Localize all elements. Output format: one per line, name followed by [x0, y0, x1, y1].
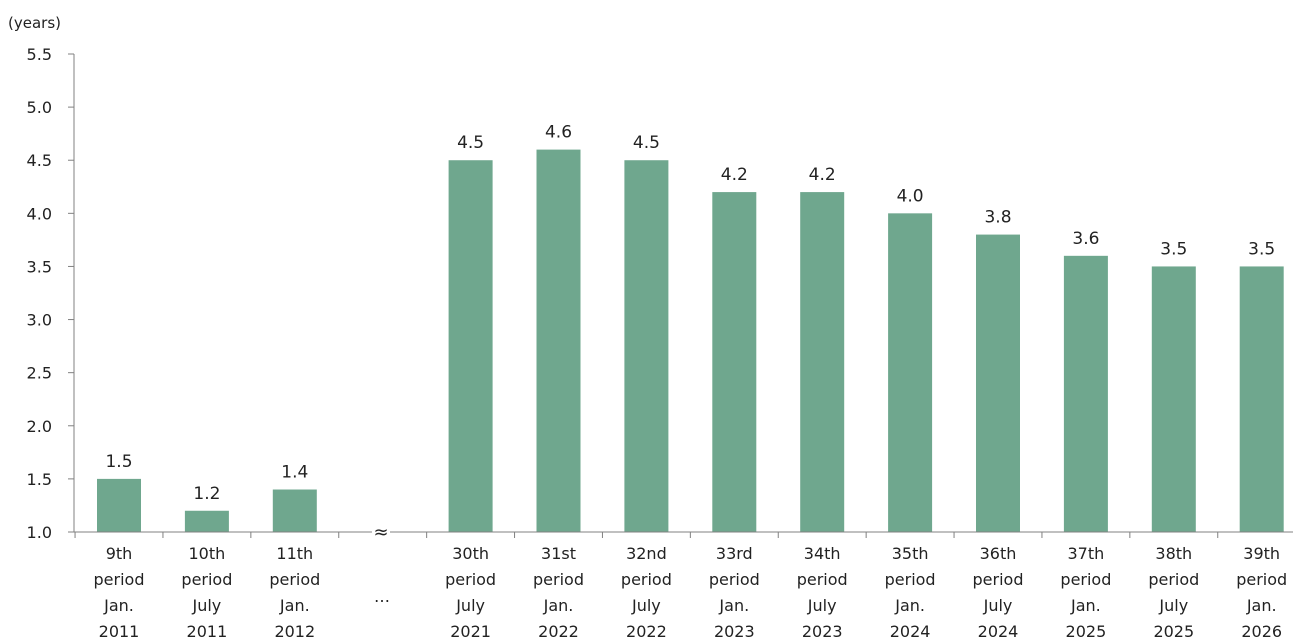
- bar: [1063, 255, 1108, 533]
- y-tick-label: 4.0: [27, 204, 52, 223]
- bar-value-label: 4.5: [633, 133, 660, 153]
- bar: [888, 213, 933, 533]
- y-tick-label: 5.0: [27, 98, 52, 117]
- axis-break-ellipsis: …: [374, 587, 390, 606]
- bar: [97, 478, 141, 532]
- y-tick-label: 3.5: [27, 257, 52, 276]
- x-tick-label: 35th period Jan. 2024: [885, 544, 936, 640]
- bar-value-label: 4.2: [809, 165, 836, 185]
- y-tick-label: 2.0: [27, 417, 52, 436]
- bar: [448, 160, 493, 532]
- y-tick-label: 3.0: [27, 311, 52, 330]
- x-tick-label: 31st period Jan. 2022: [533, 544, 584, 640]
- x-tick-label: 9th period Jan. 2011: [94, 544, 145, 640]
- bars: [97, 149, 1284, 533]
- bar: [624, 160, 669, 532]
- x-tick-label: 11th period Jan. 2012: [269, 544, 320, 640]
- x-tick-label: 38th period July 2025: [1148, 544, 1199, 640]
- y-tick-label: 1.0: [27, 523, 52, 542]
- bar: [712, 192, 757, 533]
- axis-break-marker: ≈: [373, 522, 388, 543]
- bar: [272, 489, 317, 532]
- bar-value-label: 1.5: [105, 452, 132, 472]
- bar-value-label: 1.2: [193, 484, 220, 504]
- bar-value-label: 3.5: [1248, 239, 1275, 259]
- y-tick-label: 1.5: [27, 470, 52, 489]
- x-tick-label: 33rd period Jan. 2023: [709, 544, 760, 640]
- x-tick-label: 32nd period July 2022: [621, 544, 672, 640]
- bar-value-label: 1.4: [281, 463, 308, 483]
- x-tick-label: 10th period July 2011: [181, 544, 232, 640]
- y-tick-label: 2.5: [27, 364, 52, 383]
- x-tick-label: 37th period Jan. 2025: [1060, 544, 1111, 640]
- axes: [73, 54, 1293, 538]
- bar-value-label: 4.5: [457, 133, 484, 153]
- bar-value-label: 4.0: [897, 186, 924, 206]
- bar-value-label: 3.5: [1160, 239, 1187, 259]
- x-tick-label: 30th period July 2021: [445, 544, 496, 640]
- y-tick-label: 4.5: [27, 151, 52, 170]
- axis-break-gap: [372, 527, 390, 537]
- y-tick-label: 5.5: [27, 45, 52, 64]
- x-tick-label: 36th period July 2024: [973, 544, 1024, 640]
- bar-value-label: 3.8: [984, 208, 1011, 228]
- y-axis-unit-label: (years): [8, 14, 61, 32]
- x-axis-labels: 9th period Jan. 2011 10th period July 2011 11th p…: [94, 544, 1288, 640]
- bar: [976, 234, 1020, 533]
- bar: [800, 192, 845, 533]
- x-tick-label: 34th period July 2023: [797, 544, 848, 640]
- y-axis-ticks: 1.0 1.5 2.0 2.5 3.0 3.5 4.0 4.5 5.0 5.5: [27, 45, 74, 542]
- bar: [1239, 266, 1284, 532]
- bar: [1151, 266, 1196, 532]
- bar-value-label: 3.6: [1072, 229, 1099, 249]
- bar: [536, 149, 581, 532]
- data-labels: 1.5 1.2 1.4 4.5 4.6 4.5 4.2 4.2 4.0 3.8 3.6 3.5 3.5: [105, 123, 1275, 504]
- bar-value-label: 4.2: [721, 165, 748, 185]
- bar-value-label: 4.6: [545, 123, 572, 143]
- bar: [184, 510, 229, 532]
- x-tick-label: 39th period Jan. 2026: [1236, 544, 1287, 640]
